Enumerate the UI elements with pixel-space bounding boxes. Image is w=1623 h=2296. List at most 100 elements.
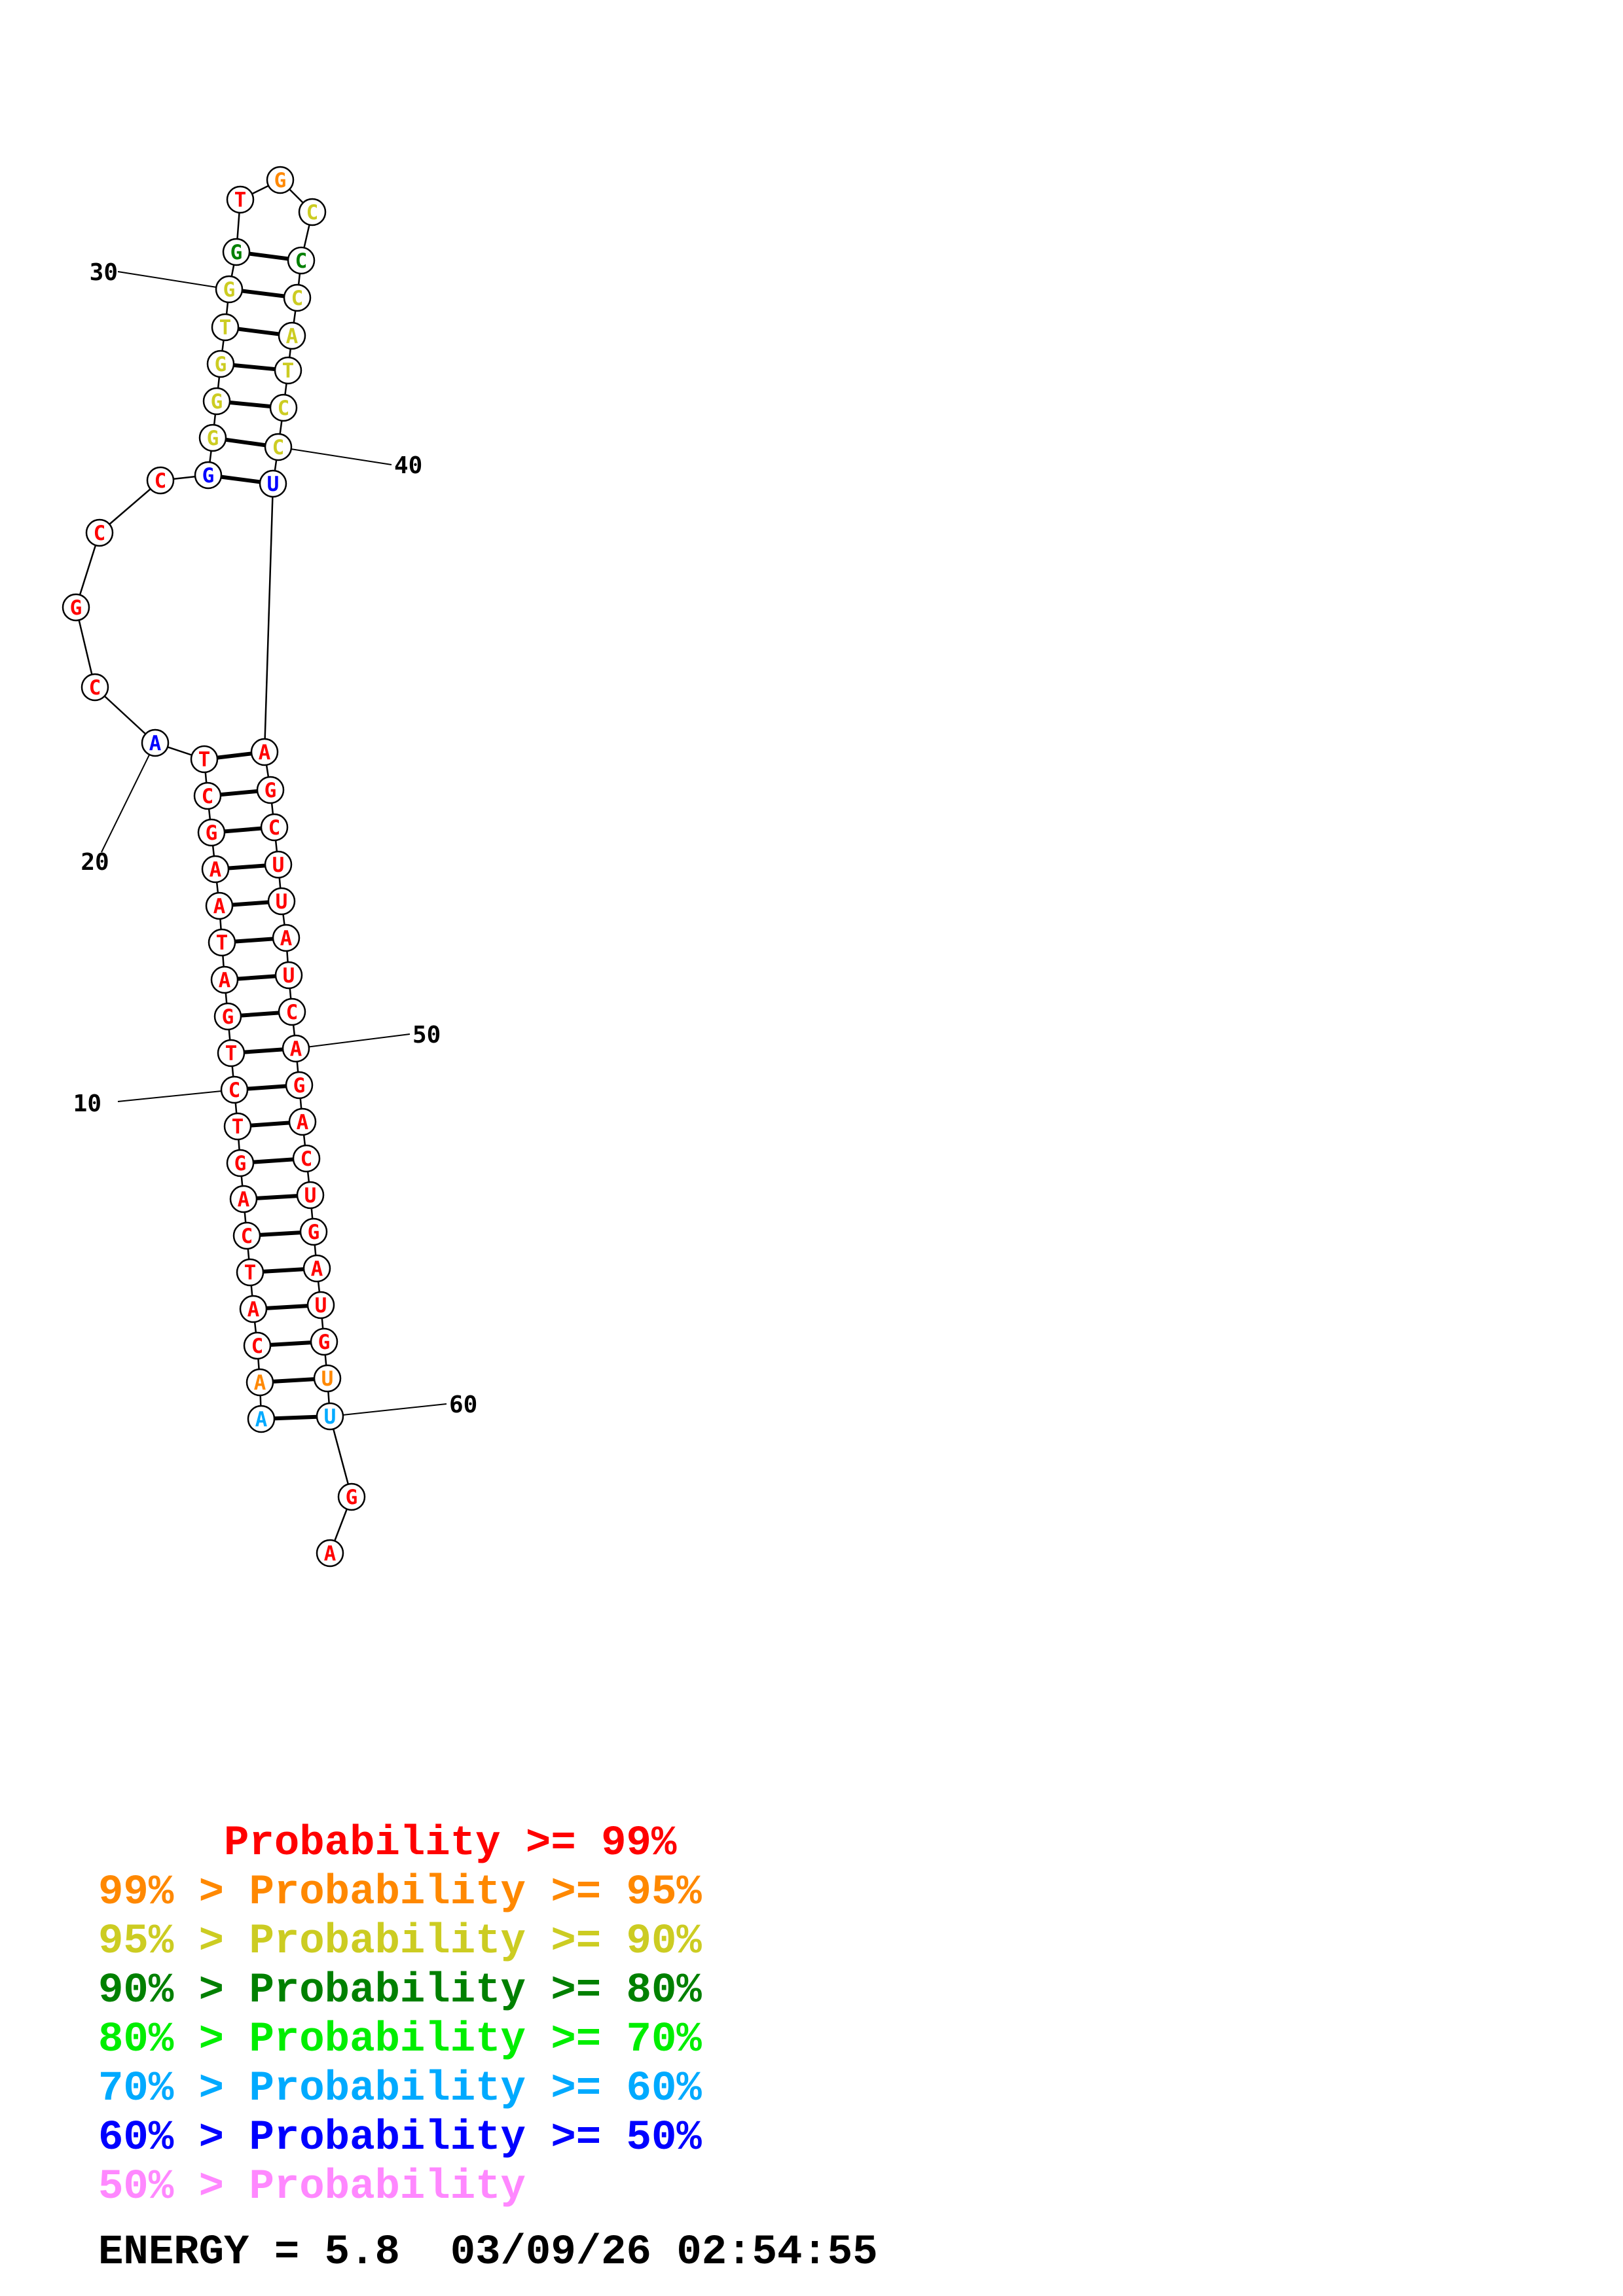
nucleotide: C bbox=[269, 393, 298, 422]
nucleotide-base-letter: G bbox=[206, 821, 218, 845]
nucleotide-base-letter: T bbox=[216, 931, 228, 955]
nucleotide: T bbox=[236, 1258, 264, 1287]
nucleotide: A bbox=[247, 1405, 276, 1433]
nucleotide-base-letter: U bbox=[324, 1405, 337, 1429]
nucleotide-circle bbox=[197, 818, 226, 847]
nucleotide: A bbox=[201, 855, 230, 884]
energy-footer: ENERGY = 5.8 03/09/26 02:54:55 bbox=[98, 2229, 878, 2276]
nucleotide-base-letter: U bbox=[276, 890, 288, 914]
nucleotide-circle bbox=[302, 1254, 331, 1283]
nucleotide-base-letter: U bbox=[272, 853, 285, 877]
nucleotide: C bbox=[287, 246, 316, 275]
nucleotide-base-letter: C bbox=[291, 287, 304, 310]
nucleotide-base-letter: C bbox=[272, 436, 285, 459]
position-label: 30 bbox=[90, 259, 118, 286]
nucleotide: G bbox=[213, 1002, 242, 1031]
nucleotide: A bbox=[239, 1295, 268, 1323]
nucleotide: A bbox=[246, 1368, 274, 1397]
nucleotide-base-letter: G bbox=[230, 241, 243, 264]
nucleotide-circle bbox=[274, 356, 302, 385]
nucleotide-circle bbox=[274, 961, 303, 990]
nucleotide-circle bbox=[205, 891, 234, 920]
position-label: 10 bbox=[73, 1090, 101, 1117]
nucleotide: T bbox=[274, 356, 302, 385]
nucleotide: U bbox=[267, 887, 296, 916]
nucleotide-circle bbox=[213, 1002, 242, 1031]
nucleotide-base-letter: G bbox=[202, 464, 215, 488]
nucleotide-circle bbox=[229, 1185, 258, 1213]
position-labels: 10 20 30 40 50 60 bbox=[73, 259, 478, 1418]
nucleotide-base-letter: A bbox=[254, 1371, 266, 1395]
nucleotide-circle bbox=[226, 1149, 255, 1177]
nucleotide-circle bbox=[146, 466, 175, 495]
position-label: 60 bbox=[449, 1391, 477, 1418]
nucleotide-base-letter: T bbox=[234, 188, 247, 212]
position-tick bbox=[295, 1033, 410, 1049]
nucleotide-base-letter: C bbox=[228, 1079, 241, 1102]
nucleotide-circle bbox=[250, 738, 279, 766]
nucleotide-base-letter: A bbox=[210, 858, 222, 882]
nucleotide-base-letter: G bbox=[346, 1486, 358, 1509]
nucleotide-base-letter: C bbox=[278, 397, 290, 420]
nucleotide-base-letter: C bbox=[295, 249, 308, 273]
nucleotide: T bbox=[226, 185, 255, 214]
nucleotide-base-letter: T bbox=[225, 1042, 238, 1066]
nucleotide-circle bbox=[282, 1034, 310, 1063]
nucleotide-base-letter: G bbox=[211, 390, 223, 414]
nucleotide: A bbox=[316, 1539, 344, 1568]
nucleotide: G bbox=[202, 387, 231, 416]
nucleotide-circle bbox=[246, 1368, 274, 1397]
nucleotide-base-letter: U bbox=[304, 1184, 317, 1208]
position-label: 50 bbox=[412, 1022, 441, 1049]
nucleotide-base-letter: A bbox=[311, 1257, 323, 1281]
nucleotide-base-letter: A bbox=[247, 1298, 260, 1321]
nucleotide: G bbox=[215, 275, 244, 304]
nucleotide-base-letter: G bbox=[318, 1331, 331, 1354]
nucleotide-circle bbox=[222, 238, 251, 266]
nucleotide: T bbox=[223, 1112, 252, 1141]
nucleotide-base-letter: T bbox=[232, 1115, 244, 1139]
nucleotide: U bbox=[306, 1291, 335, 1319]
position-tick bbox=[101, 742, 156, 853]
nucleotide-circle bbox=[226, 185, 255, 214]
nucleotide-base-letter: A bbox=[149, 732, 162, 755]
nucleotide-base-letter: A bbox=[238, 1188, 250, 1211]
nucleotide-circle bbox=[285, 1071, 314, 1100]
nucleotide: T bbox=[217, 1039, 246, 1067]
nucleotide: C bbox=[85, 518, 114, 547]
nucleotide-circle bbox=[316, 1539, 344, 1568]
position-tick bbox=[117, 1089, 235, 1102]
nucleotide: C bbox=[292, 1144, 321, 1173]
nucleotide-circle bbox=[264, 850, 293, 879]
nucleotide-base-letter: G bbox=[215, 353, 227, 376]
nucleotide: C bbox=[298, 198, 327, 226]
nucleotide-base-letter: T bbox=[244, 1261, 257, 1285]
nucleotide-circle bbox=[266, 166, 295, 194]
nucleotide-base-letter: A bbox=[324, 1542, 337, 1566]
nucleotide: C bbox=[146, 466, 175, 495]
nucleotide-circle bbox=[239, 1295, 268, 1323]
nucleotide-base-letter: A bbox=[213, 895, 226, 918]
nucleotide: A bbox=[302, 1254, 331, 1283]
nucleotide: C bbox=[264, 433, 293, 461]
nucleotide-circle bbox=[292, 1144, 321, 1173]
nucleotide: G bbox=[226, 1149, 255, 1177]
nucleotide-circle bbox=[215, 275, 244, 304]
nucleotide-base-letter: T bbox=[219, 316, 232, 340]
position-tick bbox=[278, 446, 392, 465]
nucleotide-circle bbox=[278, 321, 306, 350]
nucleotide-base-letter: A bbox=[259, 741, 271, 764]
nucleotide-base-letter: G bbox=[223, 278, 236, 302]
position-label: 20 bbox=[81, 849, 109, 876]
nucleotide-base-letter: G bbox=[70, 596, 82, 620]
nucleotide-circle bbox=[211, 313, 240, 342]
nucleotide-circle bbox=[287, 246, 316, 275]
nucleotide: G bbox=[310, 1327, 338, 1356]
nucleotide: G bbox=[194, 461, 223, 490]
nucleotide-circle bbox=[283, 283, 312, 312]
nucleotide-circle bbox=[193, 781, 222, 810]
nucleotide-base-letter: C bbox=[94, 522, 106, 545]
nucleotide: A bbox=[250, 738, 279, 766]
nucleotide: T bbox=[211, 313, 240, 342]
nucleotide: G bbox=[206, 350, 235, 378]
